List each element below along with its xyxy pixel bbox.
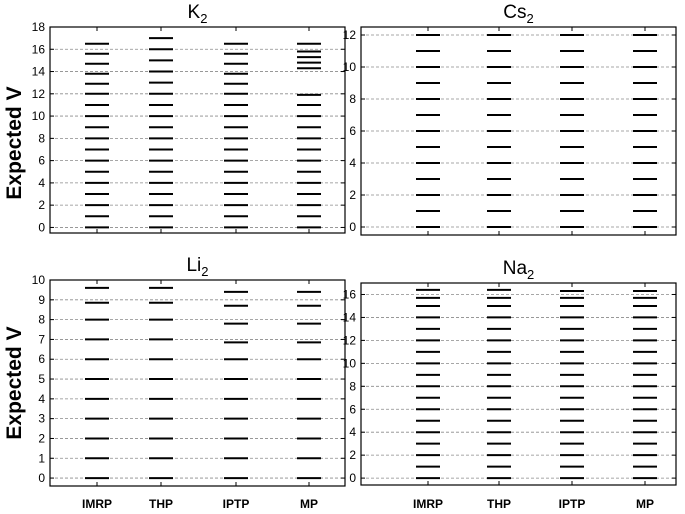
y-tick-label-18: 18 <box>32 20 46 34</box>
y-tick-label-0: 0 <box>349 220 356 234</box>
y-tick-label-0: 0 <box>349 471 356 485</box>
y-tick-label-9: 9 <box>38 293 45 307</box>
y-axis-label-top: Expected V <box>3 86 26 199</box>
y-tick-label-2: 2 <box>349 188 356 202</box>
x-category-iptp-right: IPTP <box>559 497 586 511</box>
y-tick-label-3: 3 <box>38 412 45 426</box>
y-tick-label-2: 2 <box>349 448 356 462</box>
y-tick-label-5: 5 <box>38 372 45 386</box>
plot-frame <box>360 282 677 486</box>
y-tick-label-6: 6 <box>38 154 45 168</box>
y-tick-label-14: 14 <box>343 310 357 324</box>
panel-title-subscript: 2 <box>200 11 207 26</box>
y-tick-label-4: 4 <box>38 176 45 190</box>
x-category-thp-left: THP <box>149 497 173 511</box>
y-tick-label-10: 10 <box>32 109 46 123</box>
y-tick-label-10: 10 <box>343 356 357 370</box>
x-category-iptp-left: IPTP <box>223 497 250 511</box>
y-tick-label-12: 12 <box>32 87 46 101</box>
y-tick-label-2: 2 <box>38 198 45 212</box>
x-category-mp-right: MP <box>636 497 654 511</box>
y-tick-label-4: 4 <box>349 156 356 170</box>
panel-title-main: Li <box>186 255 201 276</box>
panel-title: Cs2 <box>503 2 533 26</box>
y-tick-label-7: 7 <box>38 332 45 346</box>
x-category-mp-left: MP <box>300 497 318 511</box>
y-tick-label-10: 10 <box>32 273 46 287</box>
y-tick-label-16: 16 <box>32 42 46 56</box>
y-axis-label-bottom: Expected V <box>3 326 26 439</box>
y-tick-label-4: 4 <box>349 425 356 439</box>
panel-title: Na2 <box>503 258 535 282</box>
y-tick-label-1: 1 <box>38 451 45 465</box>
y-tick-label-0: 0 <box>38 471 45 485</box>
y-tick-label-6: 6 <box>349 124 356 138</box>
panel-title: K2 <box>188 2 208 26</box>
y-tick-label-2: 2 <box>38 431 45 445</box>
y-tick-label-6: 6 <box>38 352 45 366</box>
x-category-imrp-right: IMRP <box>413 497 443 511</box>
y-tick-label-8: 8 <box>349 92 356 106</box>
y-tick-label-8: 8 <box>38 313 45 327</box>
y-tick-label-0: 0 <box>38 220 45 234</box>
x-category-thp-right: THP <box>487 497 511 511</box>
panel-title-main: Cs <box>503 2 526 23</box>
y-tick-label-4: 4 <box>38 392 45 406</box>
plot-frame <box>49 279 346 487</box>
y-tick-label-14: 14 <box>32 65 46 79</box>
panel-title-main: Na <box>503 258 528 279</box>
y-tick-label-16: 16 <box>343 287 357 301</box>
y-tick-label-6: 6 <box>349 402 356 416</box>
y-tick-label-12: 12 <box>343 28 357 42</box>
panel-title-subscript: 2 <box>201 264 208 279</box>
panel-title: Li2 <box>186 255 208 279</box>
y-tick-label-8: 8 <box>349 379 356 393</box>
x-category-imrp-left: IMRP <box>82 497 112 511</box>
y-tick-label-8: 8 <box>38 131 45 145</box>
y-tick-label-12: 12 <box>343 333 357 347</box>
y-tick-label-10: 10 <box>343 60 357 74</box>
panel-title-main: K <box>188 2 201 23</box>
panel-title-subscript: 2 <box>527 11 534 26</box>
plot-frame <box>49 26 346 234</box>
panel-title-subscript: 2 <box>527 267 534 282</box>
